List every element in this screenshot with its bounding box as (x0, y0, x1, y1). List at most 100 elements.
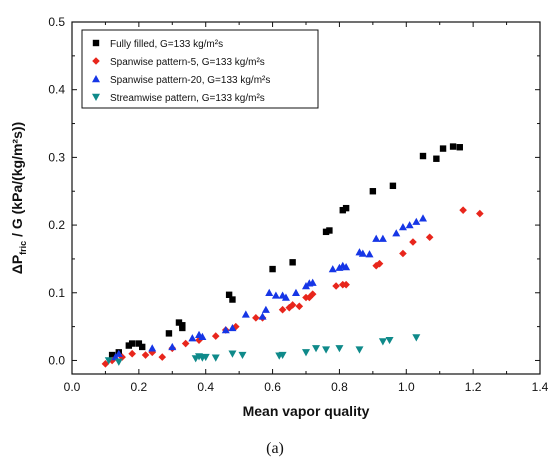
data-point (308, 278, 317, 286)
legend-box (81, 29, 319, 109)
data-point (375, 259, 384, 268)
data-point (322, 346, 331, 354)
data-point (141, 351, 150, 359)
data-point (258, 312, 267, 320)
data-point (195, 336, 203, 344)
data-point (168, 342, 177, 351)
data-point (289, 259, 296, 266)
data-point (201, 353, 210, 362)
data-point (229, 296, 236, 303)
data-point (265, 288, 274, 296)
x-tick-label: 1.4 (532, 380, 549, 394)
data-point (104, 357, 113, 365)
data-point (295, 302, 304, 311)
data-point (425, 233, 434, 242)
y-tick-label: 0.1 (48, 286, 65, 300)
series-4 (104, 334, 421, 366)
data-point (271, 291, 280, 299)
data-point (101, 360, 110, 368)
data-point (241, 310, 250, 318)
data-point (456, 144, 463, 151)
data-point (165, 330, 173, 337)
data-point (108, 351, 116, 359)
x-tick-label: 1.0 (398, 380, 415, 394)
data-point (405, 221, 414, 229)
series-1 (108, 143, 463, 359)
legend-label: Spanwise pattern-5, G=133 kg/m²s (110, 57, 265, 68)
data-point (179, 322, 186, 329)
data-point (288, 301, 297, 309)
data-point (312, 345, 321, 353)
data-point (459, 206, 467, 214)
data-point (181, 339, 190, 348)
data-point (225, 291, 233, 298)
data-point (188, 334, 197, 342)
data-point (342, 263, 351, 271)
x-tick-label: 0.2 (131, 380, 148, 394)
series-3 (111, 214, 427, 361)
legend-marker (92, 57, 100, 65)
data-point (158, 353, 167, 361)
data-point (372, 234, 381, 242)
data-point (148, 348, 157, 357)
data-point (269, 265, 276, 273)
data-point (355, 346, 364, 354)
data-point (135, 340, 143, 347)
axis-titles: Mean vapor quality ΔPfric / G (kPa/(kg/m²… (9, 122, 370, 419)
data-point (261, 305, 270, 313)
data-point (369, 188, 377, 195)
legend-marker (92, 39, 100, 47)
data-point (398, 223, 407, 231)
data-point (342, 280, 350, 289)
legend-marker (92, 75, 100, 83)
data-point (392, 229, 401, 237)
x-tick-label: 0.6 (264, 380, 281, 394)
data-point (281, 293, 290, 301)
data-point (439, 145, 447, 152)
data-point (125, 342, 133, 349)
data-point (409, 238, 417, 246)
data-point (378, 234, 387, 242)
legend-marker (92, 93, 100, 101)
y-tick-label: 0.2 (48, 218, 65, 232)
data-point (335, 345, 344, 353)
data-point (238, 351, 247, 360)
data-point (412, 217, 421, 225)
series-2 (101, 206, 484, 368)
data-point (175, 319, 183, 326)
data-point (339, 206, 346, 214)
figure-caption: (a) (266, 440, 284, 457)
data-point (211, 332, 220, 340)
data-point (385, 336, 394, 345)
data-point (412, 334, 421, 342)
data-point (252, 314, 260, 322)
y-tick-label: 0.3 (48, 150, 65, 164)
x-axis-title: Mean vapor quality (243, 403, 370, 419)
data-point (232, 322, 240, 331)
data-point (221, 326, 230, 334)
y-tick-label: 0.0 (48, 353, 65, 367)
data-point (278, 351, 287, 360)
x-tick-label: 0.8 (331, 380, 348, 394)
data-point (114, 358, 123, 366)
x-tick-label: 0.4 (197, 380, 214, 394)
data-point (108, 356, 116, 365)
data-point (302, 349, 310, 357)
data-point (128, 340, 136, 347)
data-point (419, 214, 427, 222)
data-point (128, 349, 136, 358)
data-point (198, 332, 207, 340)
data-point (372, 261, 380, 270)
data-point (139, 343, 146, 351)
data-point (342, 204, 350, 212)
data-point (433, 155, 440, 162)
data-point (449, 143, 457, 150)
x-tick-label: 0.0 (64, 380, 81, 394)
data-point (308, 290, 317, 298)
data-point (332, 282, 340, 290)
data-point (389, 182, 397, 190)
data-point (285, 303, 294, 312)
data-point (378, 338, 387, 346)
data-point (365, 250, 374, 258)
